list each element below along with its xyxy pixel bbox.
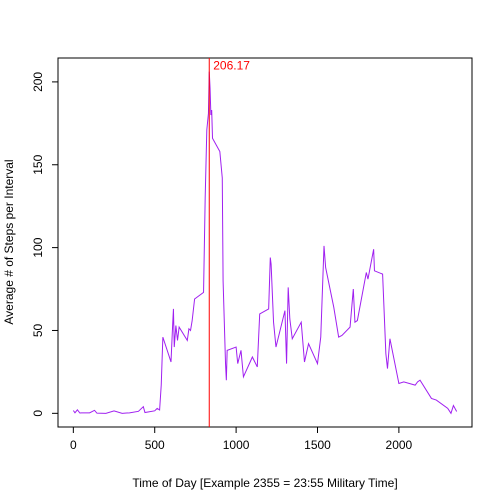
data-line bbox=[72, 71, 458, 415]
x-tick-label: 1000 bbox=[223, 438, 250, 452]
y-axis-label: Average # of Steps per Interval bbox=[2, 159, 16, 324]
y-tick-label: 0 bbox=[31, 410, 45, 417]
x-tick-label: 1500 bbox=[304, 438, 331, 452]
y-tick-label: 100 bbox=[31, 237, 45, 257]
x-tick-label: 2000 bbox=[386, 438, 413, 452]
peak-label: 206.17 bbox=[213, 59, 250, 73]
x-tick-label: 0 bbox=[70, 438, 77, 452]
y-tick-label: 50 bbox=[31, 323, 45, 337]
x-tick-label: 500 bbox=[145, 438, 165, 452]
y-tick-label: 150 bbox=[31, 154, 45, 174]
x-axis-label: Time of Day [Example 2355 = 23:55 Milita… bbox=[132, 476, 397, 490]
plot-box bbox=[57, 57, 473, 428]
y-tick-label: 200 bbox=[31, 72, 45, 92]
